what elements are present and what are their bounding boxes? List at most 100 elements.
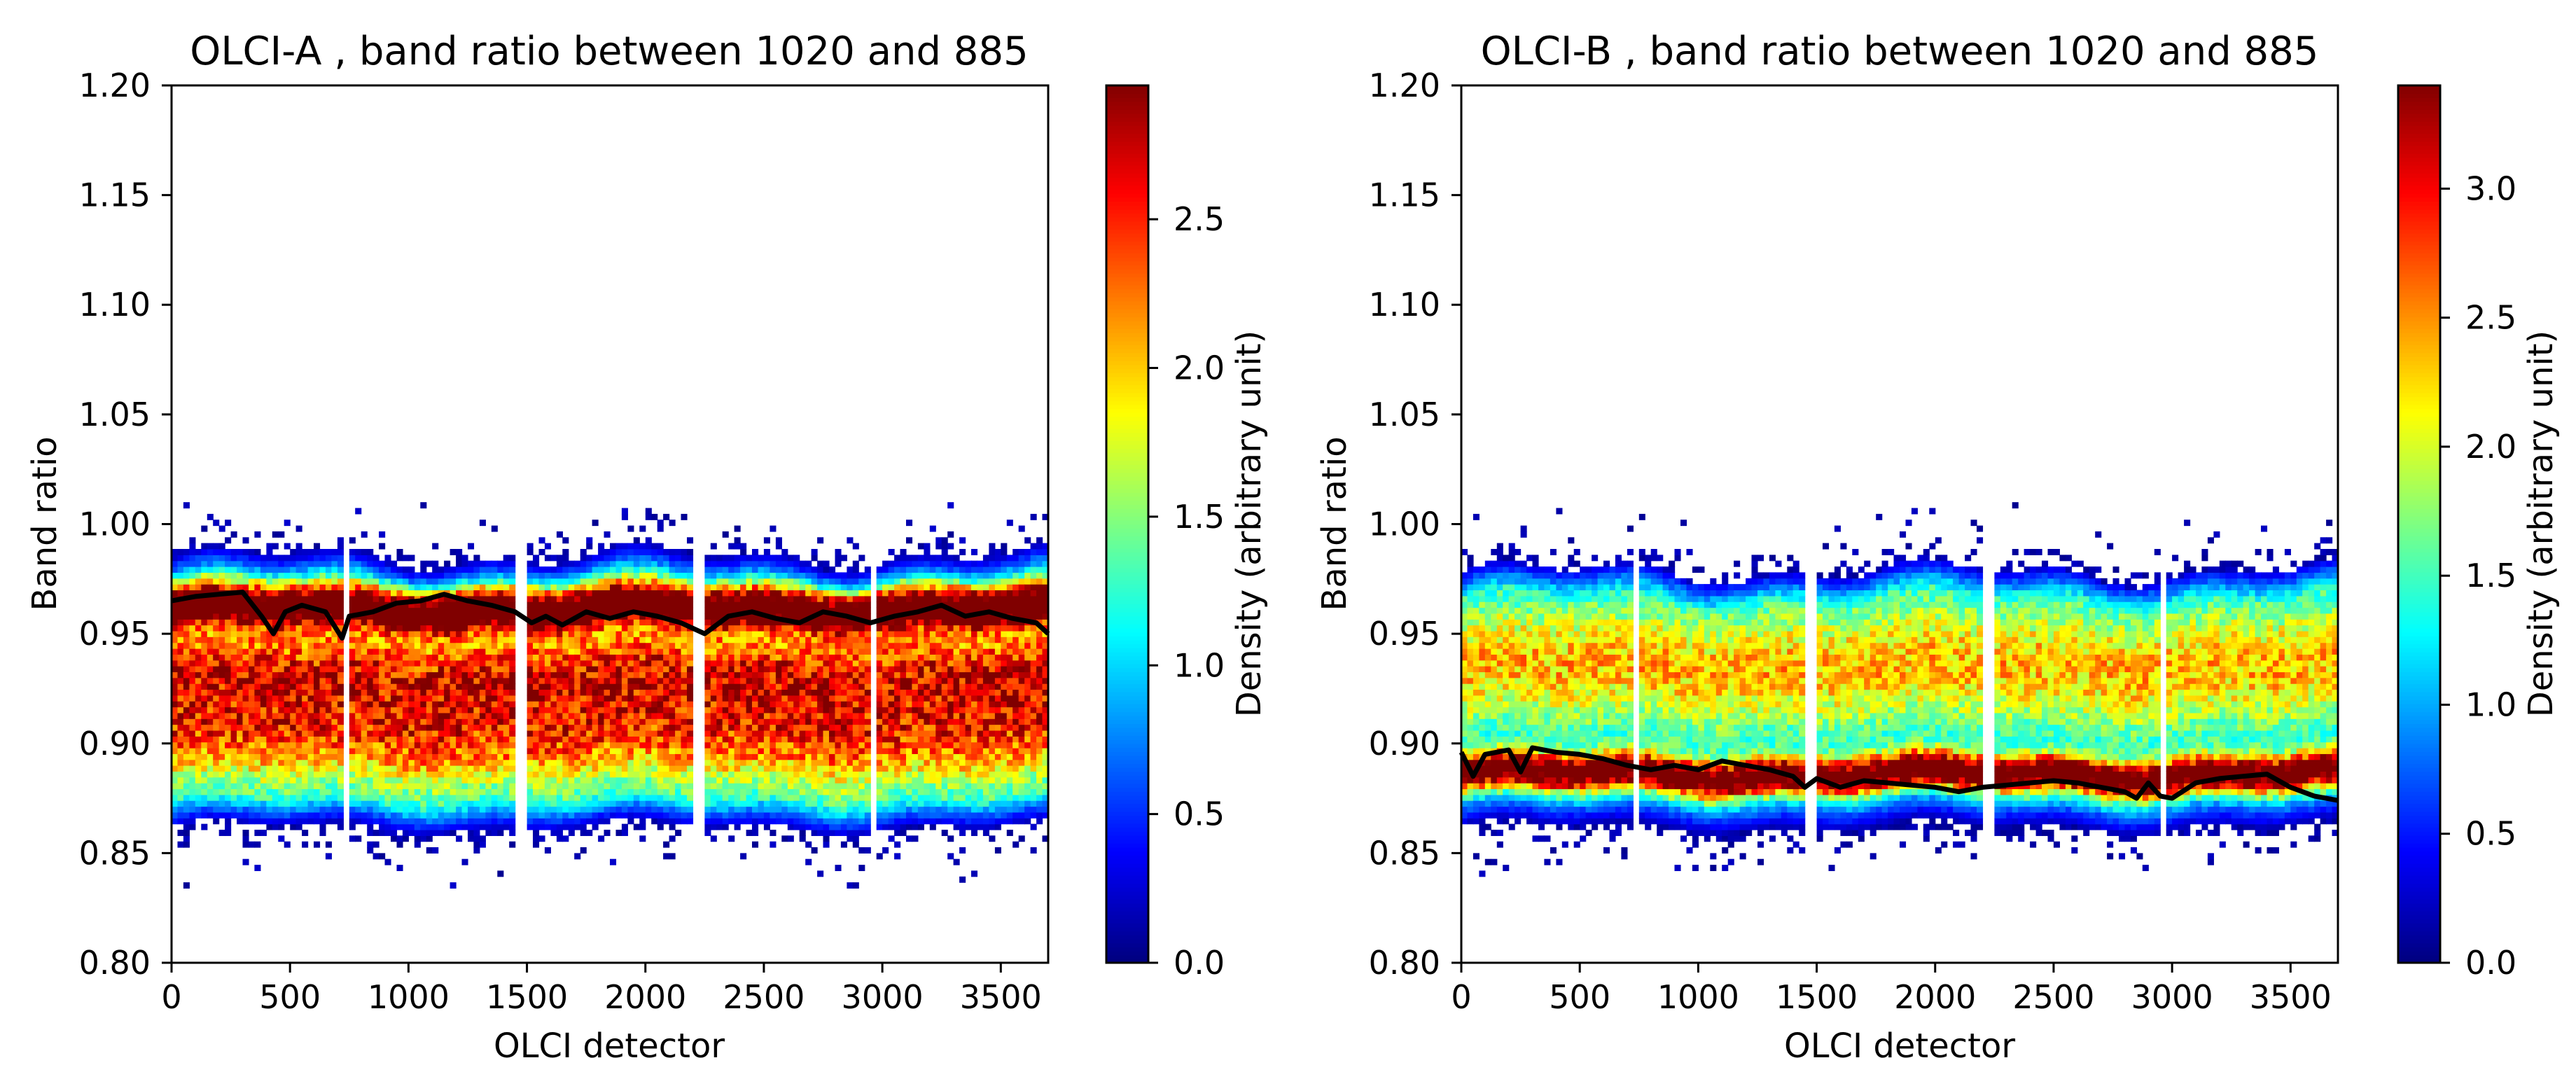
heatmap-cell	[254, 572, 261, 579]
heatmap-cell	[207, 812, 214, 819]
heatmap-cell	[391, 683, 398, 690]
heatmap-cell	[663, 794, 670, 801]
heatmap-cell	[574, 560, 581, 567]
heatmap-cell	[361, 748, 368, 754]
heatmap-cell	[663, 513, 670, 520]
heatmap-cell	[325, 712, 332, 719]
heatmap-cell	[485, 695, 492, 702]
heatmap-cell	[627, 724, 634, 731]
heatmap-cell	[284, 520, 291, 527]
heatmap-cell	[337, 771, 344, 778]
heatmap-cell	[799, 578, 806, 585]
heatmap-cell	[242, 666, 249, 673]
heatmap-cell	[681, 753, 688, 760]
heatmap-cell	[391, 654, 398, 661]
heatmap-cell	[242, 695, 249, 702]
heatmap-cell	[740, 584, 747, 591]
heatmap-cell	[213, 642, 220, 649]
heatmap-cell	[396, 794, 403, 801]
heatmap-cell	[509, 706, 516, 713]
heatmap-cell	[384, 660, 391, 667]
heatmap-cell	[645, 677, 652, 684]
heatmap-cell	[325, 788, 332, 795]
heatmap-cell	[758, 783, 765, 790]
heatmap-cell	[704, 742, 711, 749]
heatmap-cell	[307, 748, 314, 754]
heatmap-cell	[645, 648, 652, 655]
heatmap-cell	[651, 783, 658, 790]
heatmap-cell	[621, 748, 628, 754]
heatmap-cell	[681, 736, 688, 743]
heatmap-cell	[408, 783, 415, 790]
heatmap-cell	[402, 677, 409, 684]
heatmap-cell	[562, 660, 569, 667]
heatmap-cell	[651, 543, 658, 550]
heatmap-cell	[295, 736, 302, 743]
heatmap-cell	[402, 619, 409, 626]
heatmap-cell	[734, 648, 741, 655]
heatmap-cell	[627, 566, 634, 573]
heatmap-cell	[355, 508, 362, 515]
heatmap-cell	[621, 759, 628, 766]
heatmap-cell	[337, 566, 344, 573]
heatmap-cell	[722, 695, 729, 702]
heatmap-cell	[604, 701, 611, 708]
heatmap-cell	[639, 683, 646, 690]
heatmap-cell	[461, 777, 468, 784]
heatmap-cell	[302, 636, 309, 643]
heatmap-cell	[586, 578, 593, 585]
heatmap-cell	[367, 748, 374, 754]
heatmap-cell	[704, 748, 711, 754]
heatmap-cell	[408, 648, 415, 655]
heatmap-cell	[610, 701, 617, 708]
heatmap-cell	[249, 771, 256, 778]
heatmap-cell	[361, 730, 368, 737]
heatmap-cell	[615, 584, 622, 591]
heatmap-cell	[538, 788, 545, 795]
heatmap-cell	[598, 601, 605, 608]
heatmap-cell	[456, 689, 463, 696]
heatmap-cell	[562, 636, 569, 643]
heatmap-cell	[793, 712, 800, 719]
heatmap-cell	[592, 683, 599, 690]
heatmap-cell	[367, 595, 374, 602]
heatmap-cell	[734, 765, 741, 772]
heatmap-cell	[408, 654, 415, 661]
heatmap-cell	[207, 671, 214, 678]
heatmap-cell	[633, 806, 640, 813]
heatmap-cell	[414, 788, 421, 795]
heatmap-cell	[479, 566, 486, 573]
heatmap-cell	[207, 666, 214, 673]
heatmap-cell	[225, 759, 232, 766]
heatmap-cell	[473, 706, 480, 713]
heatmap-cell	[295, 549, 302, 555]
heatmap-cell	[752, 724, 759, 731]
heatmap-cell	[675, 794, 682, 801]
heatmap-cell	[497, 601, 504, 608]
heatmap-cell	[538, 765, 545, 772]
heatmap-cell	[302, 683, 309, 690]
heatmap-cell	[438, 730, 445, 737]
heatmap-cell	[314, 636, 321, 643]
heatmap-cell	[716, 818, 723, 825]
heatmap-cell	[740, 625, 747, 632]
heatmap-cell	[290, 718, 297, 725]
heatmap-cell	[249, 654, 256, 661]
heatmap-cell	[177, 584, 184, 591]
heatmap-cell	[580, 788, 587, 795]
heatmap-cell	[337, 706, 344, 713]
heatmap-cell	[201, 783, 208, 790]
heatmap-cell	[681, 794, 688, 801]
heatmap-cell	[249, 660, 256, 667]
heatmap-cell	[426, 724, 433, 731]
heatmap-cell	[479, 812, 486, 819]
heatmap-cell	[562, 560, 569, 567]
heatmap-cell	[420, 601, 427, 608]
heatmap-cell	[266, 660, 273, 667]
heatmap-cell	[675, 736, 682, 743]
heatmap-cell	[302, 549, 309, 555]
heatmap-cell	[172, 748, 179, 754]
heatmap-cell	[746, 794, 753, 801]
heatmap-cell	[479, 806, 486, 813]
heatmap-cell	[367, 847, 374, 854]
